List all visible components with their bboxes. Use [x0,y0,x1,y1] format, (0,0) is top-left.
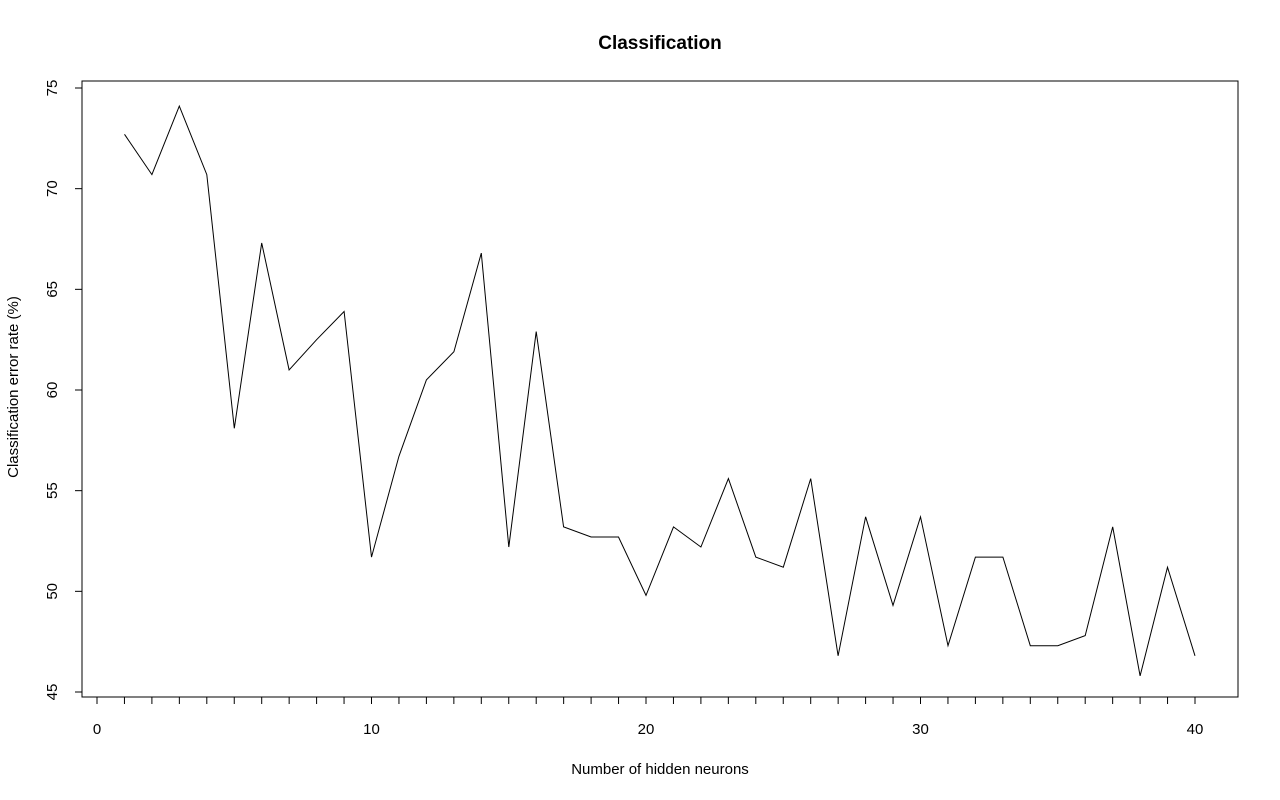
y-tick-label: 65 [44,281,61,298]
plot-frame [81,80,1239,698]
x-tick-label: 10 [363,721,380,738]
y-tick-label: 45 [44,684,61,701]
y-tick-label: 55 [44,482,61,499]
y-axis: 45 50 55 60 65 70 75 [44,80,83,701]
y-axis-label: Classification error rate (%) [5,296,22,478]
x-tick-label: 40 [1187,721,1204,738]
x-tick-label: 30 [912,721,929,738]
x-axis: 0 10 20 30 40 [93,696,1204,738]
series-line [124,104,1196,677]
x-tick-label: 20 [638,721,655,738]
y-tick-label: 50 [44,583,61,600]
chart-title: Classification [598,33,722,54]
y-tick-label: 70 [44,180,61,197]
y-tick-label: 75 [44,80,61,97]
y-tick-label: 60 [44,382,61,399]
x-tick-label: 0 [93,721,101,738]
series-group [124,104,1196,677]
x-axis-label: Number of hidden neurons [571,761,749,778]
